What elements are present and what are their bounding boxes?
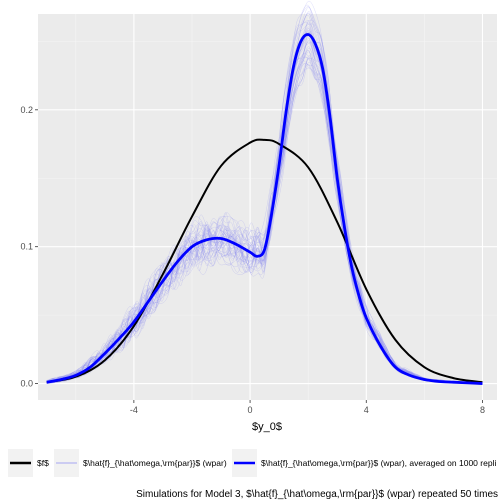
replicate-line <box>46 60 482 384</box>
legend-label-wpar: $\hat{f}_{\hat\omega,\rm{par}}$ (wpar) <box>83 458 227 468</box>
major-gridlines <box>38 14 497 400</box>
replicate-line <box>46 51 482 384</box>
replicate-line <box>46 35 482 384</box>
series-line-f <box>46 138 483 384</box>
replicate-line <box>46 41 482 384</box>
x-tick-label: 8 <box>480 405 485 415</box>
replicate-line <box>46 6 482 384</box>
y-axis-ticks: 0.0 0.1 0.2 <box>20 105 38 389</box>
y-tick-label: 0.0 <box>20 379 33 389</box>
legend-item-f: $f$ <box>8 449 49 477</box>
replicate-line <box>46 47 482 384</box>
legend-label-f: $f$ <box>37 458 49 468</box>
chart-caption: Simulations for Model 3, $\hat{f}_{\hat\… <box>136 489 498 500</box>
y-tick-label: 0.2 <box>20 105 33 115</box>
minor-gridlines <box>38 14 497 400</box>
legend-label-wpar-averaged: $\hat{f}_{\hat\omega,\rm{par}}$ (wpar), … <box>261 458 496 468</box>
replicate-line <box>46 33 482 384</box>
x-axis-ticks: -4 0 4 8 <box>130 400 485 415</box>
plot-panel <box>38 14 497 400</box>
series-line-wpar-averaged <box>46 33 483 385</box>
legend: $f$ $\hat{f}_{\hat\omega,\rm{par}}$ (wpa… <box>8 449 496 477</box>
legend-item-wpar-averaged: $\hat{f}_{\hat\omega,\rm{par}}$ (wpar), … <box>232 449 496 477</box>
legend-item-wpar: $\hat{f}_{\hat\omega,\rm{par}}$ (wpar) <box>54 449 227 477</box>
x-tick-label: 4 <box>364 405 369 415</box>
x-tick-label: -4 <box>130 405 138 415</box>
replicate-line <box>46 6 482 384</box>
replicate-line <box>46 57 482 384</box>
replicate-line <box>46 22 482 384</box>
replicate-line <box>46 34 482 384</box>
replicate-line <box>46 4 482 384</box>
replicate-line <box>46 28 482 384</box>
replicate-line <box>46 20 482 384</box>
x-axis-title: $y_0$ <box>252 421 282 433</box>
x-tick-label: 0 <box>248 405 253 415</box>
series-lines <box>46 33 483 385</box>
y-tick-label: 0.1 <box>20 242 33 252</box>
replicate-line <box>46 12 482 384</box>
replicate-line <box>46 31 482 384</box>
